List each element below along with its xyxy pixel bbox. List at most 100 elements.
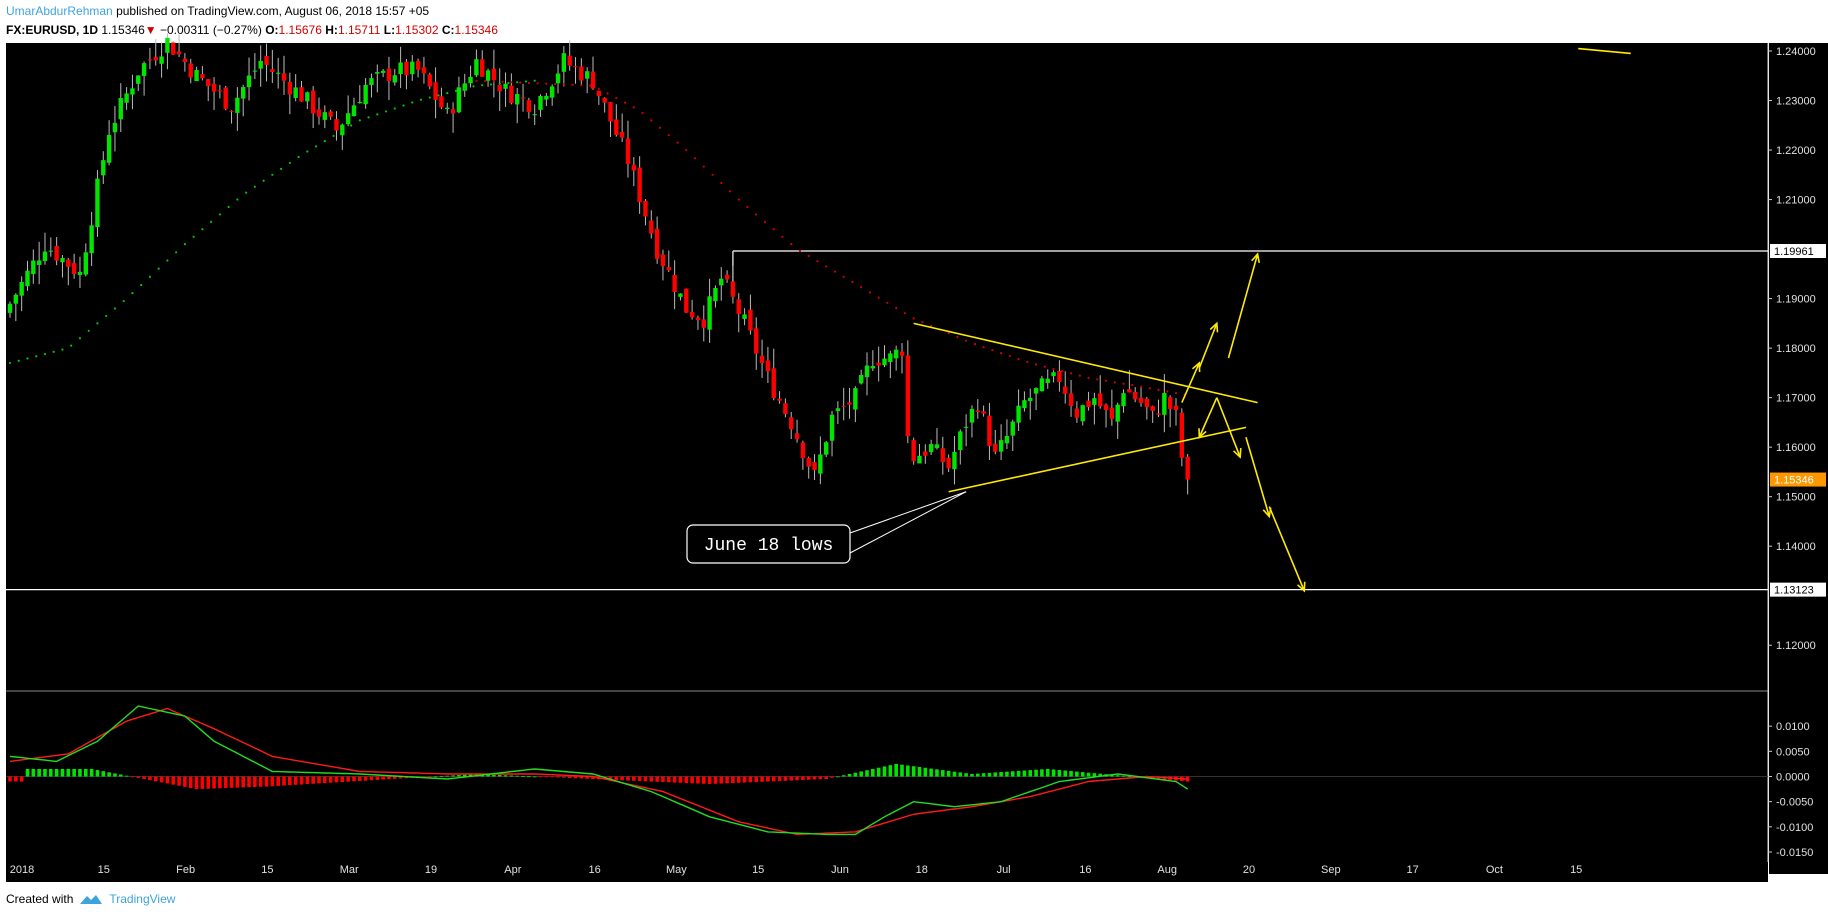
green-dot (175, 251, 178, 254)
candle-up (1016, 405, 1021, 423)
trend-arrow[interactable] (1198, 397, 1218, 438)
macd-tick-label: -0.0100 (1776, 822, 1813, 834)
candle-down (509, 85, 514, 104)
moving-average-dot (623, 101, 627, 104)
candle-down (993, 443, 998, 452)
macd-histogram-bar (1075, 771, 1079, 777)
macd-histogram-bar (468, 774, 473, 777)
candle-down (602, 97, 607, 103)
moving-average-dot (1122, 382, 1125, 385)
moving-average-dot (597, 87, 600, 90)
macd-histogram-bar (509, 775, 514, 777)
moving-average-dot (868, 291, 872, 294)
candle-up (293, 87, 298, 98)
macd-indicator-pane[interactable] (6, 705, 1768, 836)
macd-histogram-bar (696, 776, 700, 784)
time-tick-label: 20 (1243, 864, 1255, 876)
candle-down (1127, 389, 1132, 393)
candle-up (829, 414, 835, 441)
macd-histogram-bar (521, 775, 525, 777)
candle-down (608, 102, 613, 122)
trend-arrow[interactable] (1198, 323, 1218, 369)
moving-average-dot (711, 173, 714, 176)
macd-histogram-bar (731, 776, 735, 784)
candle-up (1022, 400, 1027, 409)
moving-average-dot (685, 148, 688, 152)
macd-histogram-bar (398, 776, 403, 779)
tradingview-link[interactable]: TradingView (109, 892, 176, 906)
trend-line[interactable] (913, 322, 1258, 404)
trend-line[interactable] (948, 426, 1247, 493)
green-dot (166, 259, 169, 262)
price-pane[interactable]: June 18 lows (6, 33, 1769, 862)
macd-histogram-bar (445, 775, 450, 777)
price-axis[interactable]: 1.24000 1.23000 1.22000 1.21000 1.19000 1.180… (1768, 43, 1828, 874)
green-dot (393, 107, 396, 110)
moving-average-dot (510, 81, 513, 84)
trend-arrow[interactable] (1268, 506, 1305, 592)
moving-average-dot (746, 205, 749, 209)
green-dot (183, 243, 186, 246)
macd-histogram-bar (678, 776, 683, 783)
candle-up (106, 134, 112, 163)
time-tick-label: 17 (1406, 864, 1418, 876)
trend-arrow[interactable] (1245, 437, 1271, 517)
macd-histogram-bar (317, 776, 321, 784)
candle-down (619, 131, 625, 138)
moving-average-dot (641, 111, 644, 115)
candle-up (445, 107, 450, 109)
moving-average-dot (1139, 385, 1143, 388)
macd-histogram-bar (66, 768, 71, 777)
author-link[interactable]: UmarAbdurRehman (6, 4, 113, 18)
candle-down (404, 61, 409, 76)
macd-histogram-bar (229, 776, 234, 788)
candle-down (701, 319, 706, 328)
macd-tick-label: -0.0050 (1776, 797, 1813, 809)
candle-down (695, 317, 701, 320)
macd-histogram-bar (970, 773, 974, 777)
macd-histogram-bar (334, 776, 339, 783)
close-value: 1.15346 (454, 23, 498, 37)
macd-histogram-bar (1069, 771, 1073, 777)
macd-histogram-bar (701, 776, 706, 784)
moving-average-dot (1061, 370, 1064, 373)
moving-average-dot (606, 92, 609, 95)
green-dot (341, 129, 344, 132)
moving-average-dot (816, 260, 819, 263)
annotation-box[interactable] (686, 524, 851, 564)
green-dot (279, 167, 283, 170)
macd-histogram-bar (60, 768, 65, 777)
macd-histogram-bar (177, 776, 181, 786)
macd-histogram-bar (188, 776, 193, 788)
candle-up (322, 112, 328, 120)
green-dot (122, 299, 125, 303)
green-dot (402, 104, 405, 107)
candle-down (217, 90, 223, 92)
macd-histogram-bar (369, 776, 374, 781)
candle-down (573, 66, 578, 68)
candle-down (520, 97, 526, 99)
trend-arrow[interactable] (1181, 362, 1201, 403)
candle-up (742, 314, 747, 319)
chart-header: UmarAbdurRehman published on TradingView… (6, 2, 498, 40)
macd-histogram-bar (323, 776, 327, 784)
macd-histogram-bar (1080, 772, 1085, 777)
trend-line[interactable] (1578, 47, 1631, 55)
macd-histogram-bar (136, 776, 141, 778)
macd-histogram-bar (527, 776, 531, 778)
macd-histogram-bar (906, 765, 910, 777)
trend-arrow[interactable] (1216, 397, 1241, 458)
candle-up (392, 75, 397, 83)
macd-histogram-bar (993, 772, 998, 777)
time-axis[interactable]: 2018 15 Feb 15 Mar 19 Apr 16 May 15 Jun 18 Jul 16 Aug 2… (6, 862, 1768, 882)
macd-histogram-bar (95, 770, 100, 777)
macd-histogram-bar (655, 776, 659, 782)
trend-arrow[interactable] (1227, 253, 1259, 359)
green-dot (245, 191, 248, 194)
candle-down (946, 457, 951, 469)
arrow-head (1251, 252, 1260, 264)
time-tick-label: 15 (1570, 864, 1582, 876)
candle-down (1173, 405, 1179, 411)
macd-histogram-bar (806, 776, 811, 780)
